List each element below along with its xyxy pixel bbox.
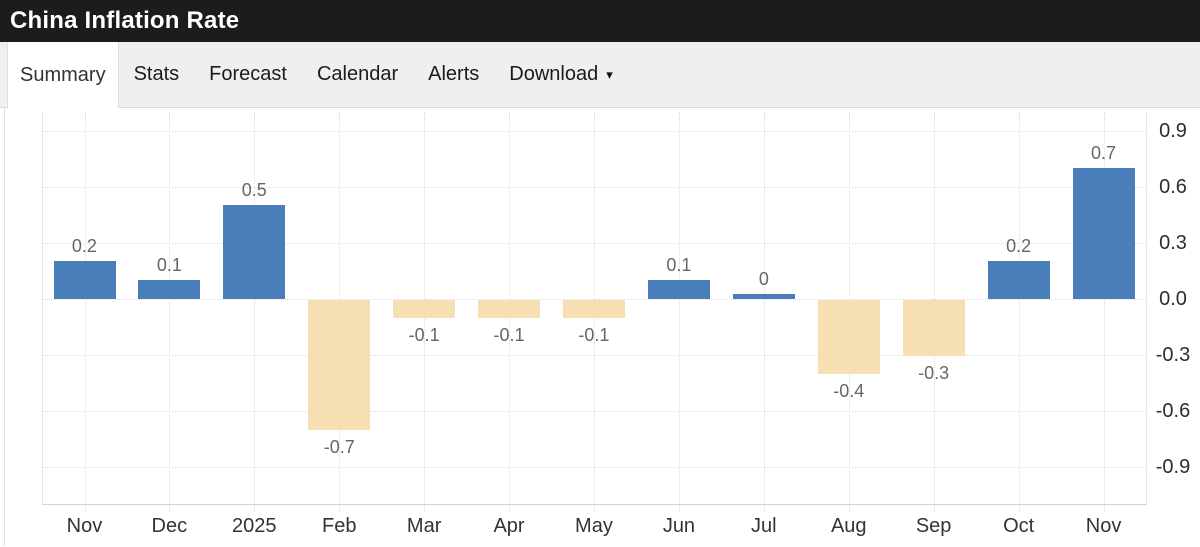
x-axis-label: Jun (662, 515, 696, 537)
y-axis-label: -0.9 (1155, 455, 1191, 478)
tab-calendar[interactable]: Calendar (302, 42, 413, 107)
tab-alerts[interactable]: Alerts (413, 42, 494, 107)
panel-left-border (4, 108, 5, 546)
y-axis-label: -0.6 (1155, 399, 1191, 422)
x-axis-label: Dec (151, 515, 188, 537)
inflation-bar-chart: 0.9 0.6 0.3 0.0 -0.3 -0.6 -0.9 0.2 Nov 0.1 Dec 0.5 2… (0, 108, 1200, 547)
x-axis-label: Feb (322, 515, 357, 537)
chart-bar-may-6[interactable] (563, 299, 625, 319)
chart-bar-mar-4[interactable] (393, 299, 456, 319)
chart-bar-oct-11[interactable] (987, 261, 1050, 299)
x-axis-label: Apr (493, 515, 525, 537)
data-label: -0.4 (833, 381, 865, 402)
x-axis-label: 2025 (231, 515, 277, 537)
chart-bar-jun-7[interactable] (647, 280, 710, 299)
data-label: 0.7 (1091, 143, 1117, 163)
gridline-vertical (678, 112, 680, 512)
gridline-vertical (1103, 112, 1105, 512)
data-label: 0 (758, 268, 769, 289)
tab-label: Alerts (428, 63, 480, 85)
y-axis-label: 0.3 (1159, 231, 1187, 254)
tab-label: Summary (20, 63, 106, 86)
y-axis-label: -0.3 (1155, 343, 1191, 366)
page-title: China Inflation Rate (10, 7, 240, 34)
data-label: 0.5 (241, 180, 267, 201)
tab-label: Forecast (209, 63, 287, 85)
x-axis-label: Sep (915, 515, 952, 537)
x-axis-label: Oct (1003, 515, 1035, 537)
chevron-down-icon: ▾ (606, 66, 613, 82)
data-label: -0.1 (493, 325, 525, 346)
gridline-vertical (1018, 112, 1020, 512)
x-axis-label: May (575, 515, 613, 537)
chart-bar-jul-8[interactable] (732, 293, 795, 299)
data-label: -0.1 (578, 325, 610, 346)
tab-label: Stats (133, 63, 180, 85)
tab-summary[interactable]: Summary (7, 42, 119, 108)
chart-bar-dec-1[interactable] (138, 280, 201, 299)
data-label: -0.1 (408, 325, 440, 346)
y-axis-label: 0.9 (1159, 119, 1187, 142)
data-label: 0.1 (156, 255, 182, 275)
tab-label: Download (509, 63, 599, 85)
data-label: 0.2 (71, 236, 97, 257)
x-axis-label: Nov (66, 515, 103, 537)
x-axis-label: Nov (1085, 515, 1122, 537)
data-label: 0.2 (1006, 236, 1032, 257)
chart-bar-apr-5[interactable] (478, 299, 541, 319)
gridline-vertical (763, 112, 765, 512)
chart-bar-feb-3[interactable] (308, 299, 371, 431)
x-axis-line (42, 504, 1147, 505)
plot-left-border (42, 112, 43, 504)
data-label: -0.3 (918, 362, 950, 383)
window-header: China Inflation Rate (0, 0, 1200, 42)
tab-stats[interactable]: Stats (119, 42, 195, 107)
tab-bar: Summary Stats Forecast Calendar Alerts Downlo… (0, 42, 1200, 108)
plot-right-border (1146, 112, 1147, 504)
gridline-vertical (169, 112, 171, 512)
x-axis-label: Aug (830, 515, 867, 537)
tab-forecast[interactable]: Forecast (194, 42, 302, 107)
data-label: -0.7 (323, 437, 355, 458)
y-axis-label: 0.6 (1159, 175, 1187, 198)
data-label: 0.1 (666, 255, 692, 275)
chart-bar-nov-0[interactable] (53, 261, 116, 299)
chart-bar-2025-2[interactable] (223, 205, 286, 299)
chart-bar-nov-12[interactable] (1072, 168, 1135, 299)
x-axis-label: Mar (406, 515, 442, 537)
x-axis-label: Jul (751, 515, 777, 537)
tab-label: Calendar (316, 63, 399, 85)
y-axis-label: 0.0 (1159, 287, 1187, 310)
gridline-vertical (84, 112, 86, 512)
gridline-vertical (254, 112, 256, 512)
chart-bar-aug-9[interactable] (817, 299, 880, 375)
chart-bar-sep-10[interactable] (902, 299, 965, 356)
tab-download[interactable]: Download ▾ (494, 42, 627, 107)
